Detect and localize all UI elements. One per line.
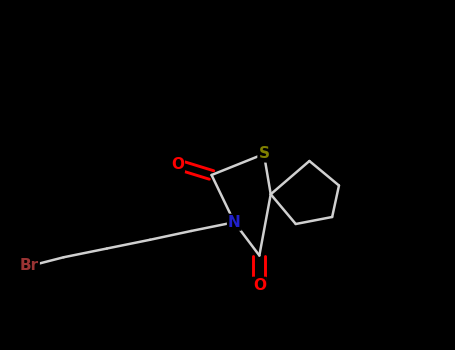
Text: N: N bbox=[228, 215, 241, 230]
Text: Br: Br bbox=[20, 259, 39, 273]
Text: O: O bbox=[171, 157, 184, 172]
Text: O: O bbox=[253, 278, 266, 293]
Text: S: S bbox=[258, 147, 269, 161]
